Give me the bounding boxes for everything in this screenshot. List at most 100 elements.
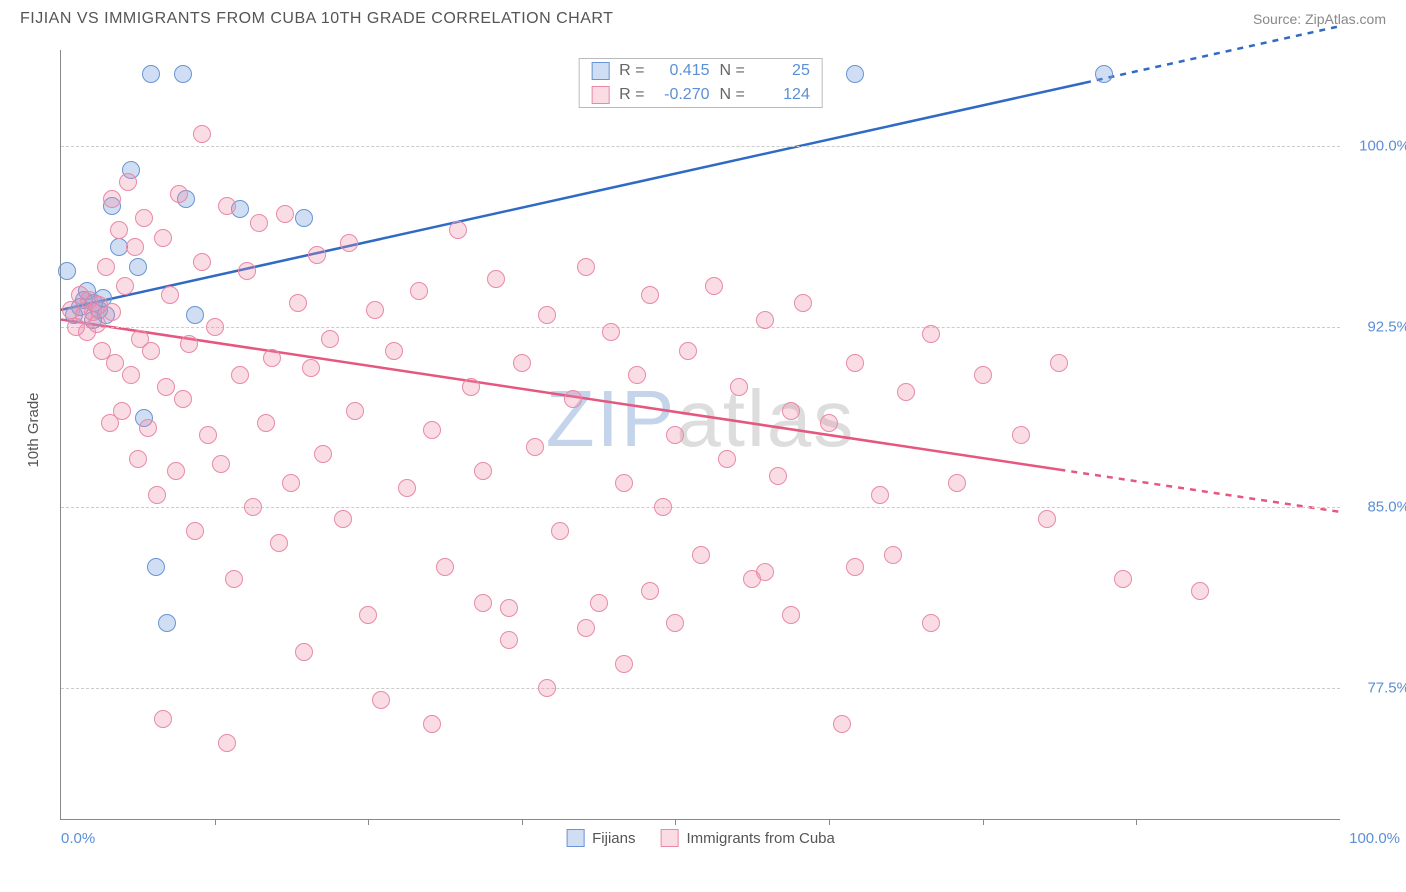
data-point [705,277,723,295]
data-point [88,315,106,333]
data-point [119,173,137,191]
y-tick-label: 85.0% [1367,499,1406,516]
data-point [126,238,144,256]
stats-swatch [591,86,609,104]
data-point [615,655,633,673]
data-point [340,234,358,252]
x-tick [368,819,369,825]
data-point [174,65,192,83]
data-point [398,479,416,497]
stats-row: R =0.415N =25 [579,59,822,83]
data-point [110,238,128,256]
stats-r-value: 0.415 [655,62,710,80]
data-point [538,679,556,697]
x-tick [829,819,830,825]
data-point [97,258,115,276]
y-tick-label: 100.0% [1359,138,1406,155]
data-point [244,498,262,516]
stats-r-value: -0.270 [655,86,710,104]
data-point [282,474,300,492]
y-axis-title: 10th Grade [25,392,42,467]
data-point [302,359,320,377]
data-point [871,486,889,504]
data-point [263,349,281,367]
data-point [1050,354,1068,372]
data-point [334,510,352,528]
data-point [692,546,710,564]
data-point [186,522,204,540]
data-point [820,414,838,432]
data-point [526,438,544,456]
data-point [366,301,384,319]
data-point [922,325,940,343]
stats-n-value: 124 [755,86,810,104]
data-point [897,383,915,401]
data-point [436,558,454,576]
data-point [769,467,787,485]
chart-title: FIJIAN VS IMMIGRANTS FROM CUBA 10TH GRAD… [20,10,613,28]
data-point [218,734,236,752]
data-point [679,342,697,360]
stats-n-label: N = [720,62,745,80]
data-point [295,209,313,227]
data-point [231,366,249,384]
data-point [423,715,441,733]
gridline [61,327,1340,328]
data-point [180,335,198,353]
data-point [782,606,800,624]
data-point [110,221,128,239]
data-point [129,258,147,276]
stats-n-value: 25 [755,62,810,80]
data-point [666,426,684,444]
data-point [500,599,518,617]
data-point [1095,65,1113,83]
data-point [103,303,121,321]
legend-swatch [660,829,678,847]
chart-source: Source: ZipAtlas.com [1253,11,1386,27]
data-point [148,486,166,504]
data-point [474,462,492,480]
x-tick [522,819,523,825]
data-point [602,323,620,341]
data-point [314,445,332,463]
data-point [225,570,243,588]
data-point [628,366,646,384]
data-point [122,366,140,384]
data-point [756,563,774,581]
legend-label: Fijians [592,830,635,847]
data-point [551,522,569,540]
chart-header: FIJIAN VS IMMIGRANTS FROM CUBA 10TH GRAD… [0,0,1406,33]
data-point [295,643,313,661]
data-point [193,253,211,271]
data-point [538,306,556,324]
data-point [974,366,992,384]
x-axis-max-label: 100.0% [1349,830,1400,847]
trend-line-dashed [1085,26,1341,83]
x-axis-min-label: 0.0% [61,830,95,847]
data-point [116,277,134,295]
data-point [58,262,76,280]
data-point [615,474,633,492]
stats-row: R =-0.270N =124 [579,83,822,107]
data-point [199,426,217,444]
data-point [500,631,518,649]
trend-line-solid [61,83,1085,310]
data-point [1191,582,1209,600]
data-point [359,606,377,624]
x-tick [675,819,676,825]
data-point [577,619,595,637]
legend-swatch [566,829,584,847]
data-point [154,229,172,247]
data-point [157,378,175,396]
data-point [289,294,307,312]
data-point [590,594,608,612]
data-point [167,462,185,480]
data-point [756,311,774,329]
data-point [308,246,326,264]
data-point [846,354,864,372]
data-point [142,65,160,83]
scatter-chart: ZIPatlas R =0.415N =25R =-0.270N =124 0.… [60,50,1340,820]
data-point [922,614,940,632]
data-point [206,318,224,336]
data-point [276,205,294,223]
